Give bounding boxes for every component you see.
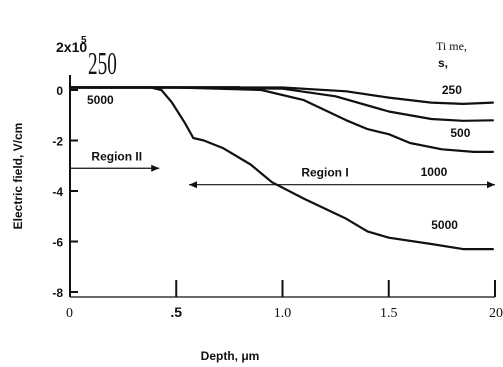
series-curve-5000 (68, 86, 494, 251)
y-tick-label: -4 (52, 185, 63, 199)
y-tick-label: -6 (52, 236, 63, 250)
x-tick-label: 1.0 (274, 306, 292, 321)
y-tick-label: -8 (52, 286, 63, 300)
legend-title-line1: Ti me, (436, 39, 467, 53)
y-scale-base: 2x10 (56, 39, 87, 55)
curve-label: 500 (450, 126, 470, 140)
curve-label: 1000 (421, 165, 448, 179)
series-curve-500 (68, 86, 494, 122)
region-arrowhead-right (487, 181, 495, 189)
curve-label: 5000 (431, 218, 458, 232)
curve-label: 5000 (87, 93, 114, 107)
x-axis-label: Depth, μm (201, 349, 260, 363)
y-scale-exponent: 5 (81, 35, 87, 46)
x-tick-label: 20 (489, 306, 503, 321)
top-annotation-250: 250 (88, 45, 117, 81)
ticks-layer: 0-2-4-6-80.5 1.0 1.5 20 (52, 84, 503, 321)
region-label: Region I (301, 166, 348, 180)
x-tick-label: 0 (66, 306, 73, 321)
region-label: Region II (91, 149, 142, 163)
legend-title-line2: s, (438, 56, 448, 70)
curves-layer (68, 86, 494, 251)
regions-layer: Region II Region I (70, 149, 495, 189)
region-arrowhead-left (189, 181, 197, 189)
region-arrowhead-right (151, 164, 160, 172)
series-curve-1000 (68, 86, 494, 153)
curve-label: 250 (442, 83, 462, 97)
y-tick-label: 0 (56, 84, 63, 98)
y-tick-label: -2 (52, 135, 63, 149)
x-tick-label: .5 (170, 304, 182, 320)
curve-labels-layer: 250 500 1000 5000 5000 (87, 83, 471, 232)
x-tick-label: 1.5 (380, 306, 398, 321)
y-axis-label: Electric field, V/cm (11, 123, 25, 230)
